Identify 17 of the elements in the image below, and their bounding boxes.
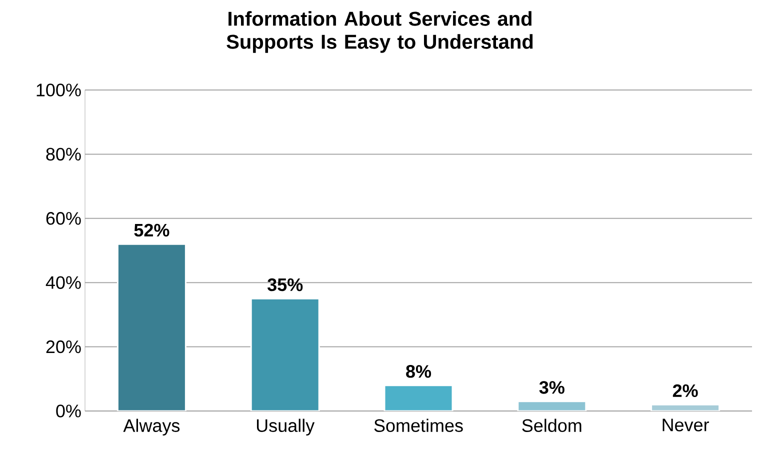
data-label: 2% <box>672 384 698 398</box>
x-tick-label: Always <box>123 418 180 436</box>
chart-title: Information About Services and Supports Is Easy to Understand <box>226 11 533 53</box>
y-tick-label: 20% <box>46 340 81 354</box>
data-label: 52% <box>134 224 170 237</box>
data-label: 3% <box>539 381 564 394</box>
data-label: 35% <box>267 278 303 292</box>
x-tick-label: Never <box>662 418 710 432</box>
x-tick-label: Usually <box>256 418 315 436</box>
y-tick-label: 100% <box>36 84 81 96</box>
y-tick-label: 80% <box>46 148 81 161</box>
x-tick-label: Sometimes <box>374 418 463 432</box>
y-tick-label: 40% <box>46 276 81 289</box>
y-tick-label: 0% <box>56 404 81 418</box>
data-label: 8% <box>406 365 432 378</box>
y-tick-label: 60% <box>46 212 81 225</box>
x-tick-label: Seldom <box>522 418 582 432</box>
